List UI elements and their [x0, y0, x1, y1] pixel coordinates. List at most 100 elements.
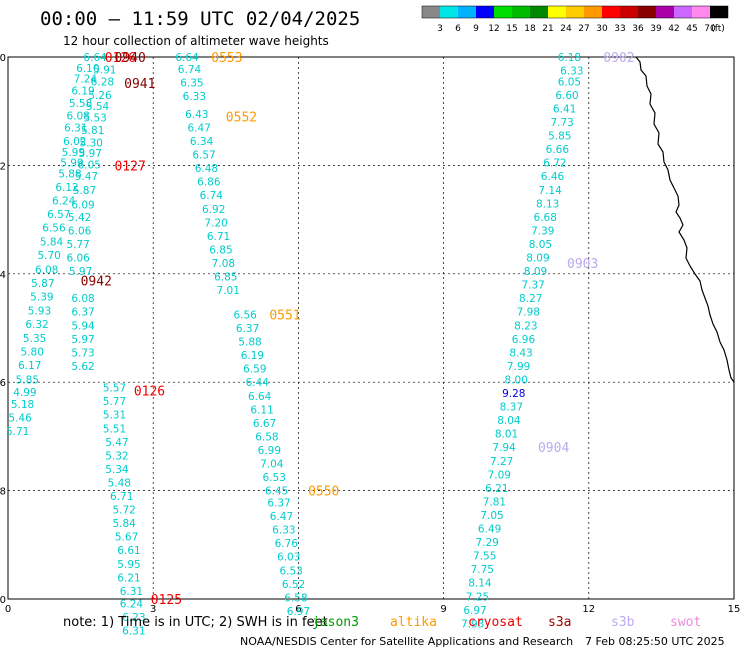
pass-time-label: 0552	[226, 111, 257, 126]
wave-height-value: 6.03	[277, 552, 300, 564]
wave-height-value: 8.27	[519, 293, 542, 305]
y-tick-label: 24	[0, 270, 6, 281]
y-tick-label: 28	[0, 487, 6, 498]
x-axis-ticks: 0 3 6 9 12 15	[5, 604, 740, 615]
wave-height-value: 6.06	[68, 225, 92, 237]
wave-height-value: 6.97	[287, 606, 310, 618]
color-scale-label: 36	[632, 24, 644, 34]
wave-height-value: 6.44	[246, 377, 270, 389]
y-axis-ticks: 20 22 24 26 28 30	[0, 53, 6, 606]
color-swatch	[584, 6, 602, 18]
wave-height-value: 8.43	[509, 347, 532, 359]
wave-height-value: 6.46	[541, 171, 565, 183]
wave-height-value: 6.05	[78, 159, 101, 171]
map-border	[7, 56, 735, 600]
wave-height-value: 8.23	[514, 320, 537, 332]
color-scale-label: 24	[560, 24, 572, 34]
wave-height-value: 6.23	[122, 612, 145, 624]
wave-height-value: 8.09	[524, 266, 547, 278]
wave-height-value: 5.72	[112, 505, 135, 517]
pass-time-label: 0126	[134, 384, 165, 399]
wave-height-value: 7.20	[204, 217, 227, 229]
wave-height-value: 5.47	[75, 171, 98, 183]
satellite-legend: jason3 altika cryosat s3a s3b swot	[312, 615, 701, 630]
wave-height-value: 8.00	[505, 374, 528, 386]
color-scale-label: 9	[473, 24, 479, 34]
wave-height-value: 5.88	[238, 337, 261, 349]
wave-height-value: 5.53	[83, 113, 106, 125]
wave-height-value: 7.37	[521, 280, 544, 292]
wave-height-value: 6.74	[178, 64, 202, 76]
wave-height-value: 7.14	[538, 185, 562, 197]
wave-height-value: 6.72	[543, 158, 566, 170]
timestamp-text: 7 Feb 08:25:50 UTC 2025	[585, 635, 725, 648]
wave-height-value: 5.47	[105, 437, 128, 449]
wave-height-value: 5.99	[60, 158, 83, 170]
x-tick-label: 12	[582, 604, 595, 615]
wave-height-value: 6.74	[200, 190, 224, 202]
wave-height-value: 6.53	[263, 472, 286, 484]
wave-height-value: 6.49	[478, 524, 501, 536]
wave-height-value: 7.25	[466, 591, 489, 603]
wave-height-value: 6.19	[71, 86, 94, 98]
color-scale-label: 70	[704, 24, 716, 34]
wave-height-value: 5.80	[21, 346, 44, 358]
pass-time-label: 0127	[114, 159, 145, 174]
wave-height-value: 7.39	[531, 225, 554, 237]
wave-height-value: 9.28	[502, 388, 525, 400]
legend-jason3: jason3	[312, 615, 359, 630]
color-swatch	[548, 6, 566, 18]
y-tick-label: 30	[0, 595, 6, 606]
wave-height-value: 6.35	[180, 77, 203, 89]
wave-height-value: 6.33	[272, 525, 295, 537]
wave-height-value: 8.14	[468, 578, 492, 590]
wave-height-value: 6.08	[35, 264, 58, 276]
wave-height-value: 6.34	[190, 136, 214, 148]
wave-height-value: 6.37	[236, 323, 259, 335]
legend-s3b: s3b	[611, 615, 635, 630]
wave-height-value: 6.43	[185, 109, 208, 121]
footer-note: note: 1) Time is in UTC; 2) SWH is in fe…	[63, 615, 328, 630]
wave-height-value: 6.56	[42, 223, 66, 235]
wave-height-value: 6.18	[558, 52, 581, 64]
wave-height-value: 5.77	[66, 239, 89, 251]
wave-height-values: 6.646.105.917.246.286.195.265.585.546.08…	[6, 52, 584, 637]
legend-altika: altika	[390, 615, 437, 630]
wave-height-value: 8.04	[497, 415, 521, 427]
wave-height-value: 5.87	[31, 278, 54, 290]
wave-height-value: 5.48	[108, 477, 131, 489]
wave-height-value: 6.64	[175, 52, 199, 64]
wave-height-value: 7.73	[550, 117, 573, 129]
color-scale-label: 30	[596, 24, 608, 34]
wave-height-value: 6.19	[241, 350, 264, 362]
pass-time-label: 0941	[124, 77, 155, 92]
color-scale-label: 39	[650, 24, 662, 34]
wave-height-value: 6.56	[233, 309, 257, 321]
wave-height-value: 5.42	[68, 212, 91, 224]
pass-time-label: 0126	[105, 51, 136, 66]
color-scale-unit: (ft)	[711, 24, 725, 34]
wave-height-value: 6.24	[52, 196, 76, 208]
color-scale-label: 15	[506, 24, 517, 34]
wave-height-value: 6.53	[279, 565, 302, 577]
wave-height-value: 7.27	[490, 456, 513, 468]
color-scale-label: 42	[668, 24, 679, 34]
wave-height-value: 6.66	[546, 144, 570, 156]
wave-height-value: 6.96	[512, 334, 536, 346]
pass-time-label: 0904	[538, 441, 569, 456]
wave-height-value: 7.04	[260, 459, 284, 471]
color-swatch	[494, 6, 512, 18]
wave-height-value: 5.88	[58, 169, 81, 181]
pass-time-label: 0125	[151, 593, 182, 608]
wave-height-value: 6.45	[265, 486, 288, 498]
wave-height-value: 6.02	[63, 136, 86, 148]
legend-s3a: s3a	[548, 615, 571, 630]
wave-height-value: 5.93	[28, 306, 51, 318]
wave-height-value: 6.57	[192, 150, 215, 162]
y-tick-label: 22	[0, 161, 6, 172]
wave-height-value: 7.24	[74, 74, 98, 86]
wave-height-value: 7.55	[473, 551, 496, 563]
wave-height-value: 5.97	[79, 148, 102, 160]
wave-height-value: 6.37	[267, 498, 290, 510]
